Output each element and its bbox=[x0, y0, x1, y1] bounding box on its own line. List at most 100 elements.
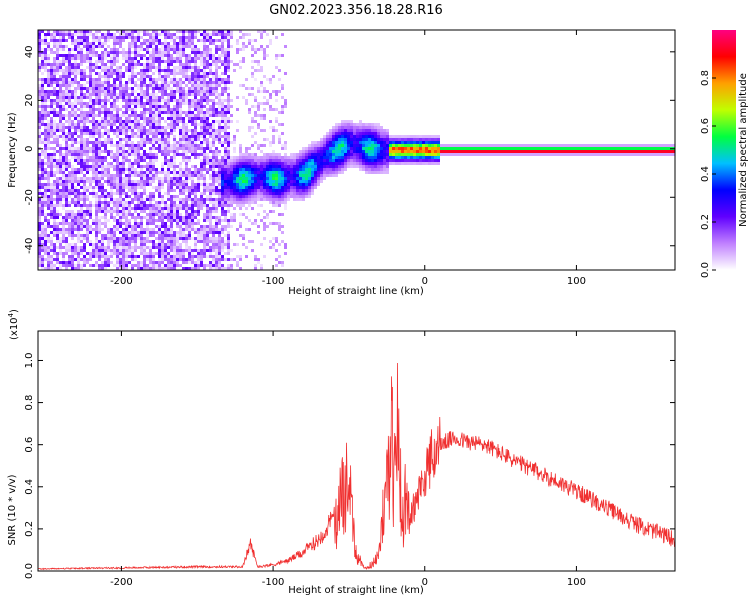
heatmap-cell bbox=[281, 159, 284, 162]
heatmap-cell bbox=[134, 120, 137, 123]
heatmap-cell bbox=[308, 147, 311, 150]
heatmap-cell bbox=[56, 102, 59, 105]
heatmap-cell bbox=[230, 204, 233, 207]
heatmap-cell bbox=[71, 156, 74, 159]
heatmap-cell bbox=[149, 45, 152, 48]
heatmap-cell bbox=[227, 204, 230, 207]
heatmap-cell bbox=[194, 264, 197, 267]
heatmap-cell bbox=[164, 81, 167, 84]
heatmap-cell bbox=[134, 117, 137, 120]
heatmap-cell bbox=[104, 63, 107, 66]
heatmap-cell bbox=[251, 117, 254, 120]
heatmap-cell bbox=[173, 36, 176, 39]
heatmap-cell bbox=[128, 210, 131, 213]
heatmap-cell bbox=[59, 189, 62, 192]
heatmap-cell bbox=[218, 132, 221, 135]
heatmap-cell bbox=[164, 267, 167, 270]
heatmap-cell bbox=[206, 141, 209, 144]
heatmap-cell bbox=[47, 252, 50, 255]
heatmap-cell bbox=[80, 48, 83, 51]
heatmap-cell bbox=[59, 237, 62, 240]
heatmap-cell bbox=[77, 204, 80, 207]
heatmap-cell bbox=[200, 261, 203, 264]
heatmap-cell bbox=[140, 42, 143, 45]
heatmap-cell bbox=[170, 216, 173, 219]
heatmap-cell bbox=[194, 84, 197, 87]
heatmap-cell bbox=[227, 180, 230, 183]
heatmap-cell bbox=[116, 204, 119, 207]
heatmap-cell bbox=[128, 165, 131, 168]
heatmap-cell bbox=[128, 243, 131, 246]
heatmap-cell bbox=[215, 120, 218, 123]
heatmap-cell bbox=[188, 258, 191, 261]
heatmap-cell bbox=[77, 114, 80, 117]
heatmap-cell bbox=[101, 108, 104, 111]
heatmap-cell bbox=[275, 177, 278, 180]
heatmap-cell bbox=[128, 123, 131, 126]
heatmap-cell bbox=[236, 192, 239, 195]
heatmap-cell bbox=[287, 183, 290, 186]
heatmap-cell bbox=[119, 126, 122, 129]
heatmap-cell bbox=[116, 210, 119, 213]
heatmap-cell bbox=[149, 204, 152, 207]
heatmap-cell bbox=[212, 135, 215, 138]
heatmap-cell bbox=[194, 120, 197, 123]
heatmap-cell bbox=[152, 66, 155, 69]
heatmap-cell bbox=[221, 78, 224, 81]
heatmap-cell bbox=[86, 195, 89, 198]
heatmap-cell bbox=[155, 159, 158, 162]
heatmap-cell bbox=[179, 147, 182, 150]
heatmap-cell bbox=[122, 132, 125, 135]
heatmap-cell bbox=[179, 201, 182, 204]
heatmap-cell bbox=[65, 189, 68, 192]
heatmap-cell bbox=[218, 99, 221, 102]
heatmap-cell bbox=[59, 213, 62, 216]
heatmap-cell bbox=[161, 222, 164, 225]
heatmap-cell bbox=[68, 105, 71, 108]
heatmap-cell bbox=[212, 57, 215, 60]
heatmap-cell bbox=[146, 57, 149, 60]
heatmap-cell bbox=[218, 264, 221, 267]
heatmap-cell bbox=[110, 96, 113, 99]
heatmap-cell bbox=[65, 261, 68, 264]
heatmap-cell bbox=[113, 216, 116, 219]
heatmap-cell bbox=[248, 108, 251, 111]
heatmap-cell bbox=[203, 201, 206, 204]
heatmap-cell bbox=[71, 81, 74, 84]
heatmap-cell bbox=[134, 63, 137, 66]
heatmap-cell bbox=[113, 231, 116, 234]
heatmap-cell bbox=[92, 66, 95, 69]
heatmap-cell bbox=[131, 252, 134, 255]
heatmap-cell bbox=[218, 186, 221, 189]
heatmap-cell bbox=[227, 78, 230, 81]
heatmap-cell bbox=[158, 90, 161, 93]
heatmap-cell bbox=[218, 189, 221, 192]
heatmap-cell bbox=[155, 135, 158, 138]
heatmap-cell bbox=[41, 240, 44, 243]
heatmap-cell bbox=[260, 81, 263, 84]
heatmap-cell bbox=[119, 249, 122, 252]
heatmap-cell bbox=[227, 42, 230, 45]
heatmap-cell bbox=[224, 57, 227, 60]
heatmap-cell bbox=[263, 222, 266, 225]
heatmap-cell bbox=[71, 108, 74, 111]
heatmap-cell bbox=[125, 246, 128, 249]
heatmap-cell bbox=[50, 132, 53, 135]
heatmap-cell bbox=[113, 120, 116, 123]
heatmap-cell bbox=[83, 120, 86, 123]
heatmap-cell bbox=[134, 36, 137, 39]
heatmap-cell bbox=[56, 105, 59, 108]
heatmap-cell bbox=[41, 66, 44, 69]
heatmap-cell bbox=[200, 105, 203, 108]
heatmap-cell bbox=[83, 168, 86, 171]
heatmap-cell bbox=[170, 195, 173, 198]
heatmap-cell bbox=[314, 165, 317, 168]
heatmap-cell bbox=[263, 96, 266, 99]
heatmap-cell bbox=[179, 129, 182, 132]
heatmap-cell bbox=[170, 156, 173, 159]
heatmap-cell bbox=[296, 153, 299, 156]
heatmap-cell bbox=[245, 171, 248, 174]
heatmap-cell bbox=[182, 231, 185, 234]
heatmap-cell bbox=[125, 267, 128, 270]
heatmap-cell bbox=[257, 186, 260, 189]
